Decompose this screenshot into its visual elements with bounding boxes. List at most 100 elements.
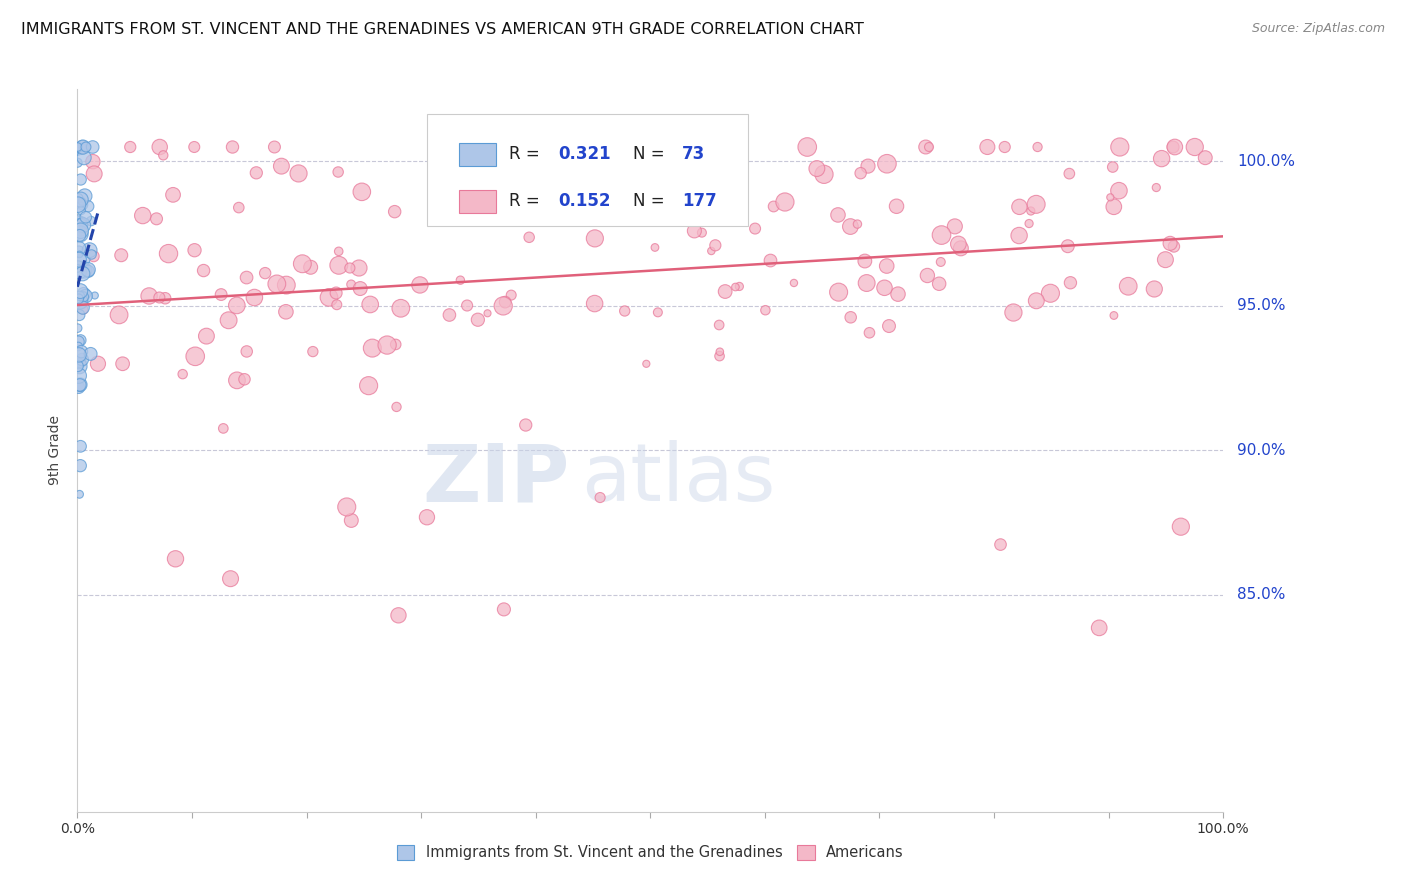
Point (67, 252, 90, 267)
Point (67, 381, 90, 395)
Point (79, 347, 101, 361)
Point (1150, 152, 1173, 166)
Point (328, 244, 350, 259)
Point (626, 193, 648, 207)
Point (72, 140, 94, 154)
Point (148, 291, 170, 305)
Point (69, 294, 91, 309)
Point (162, 187, 184, 202)
Text: 90.0%: 90.0% (1237, 443, 1285, 458)
Point (132, 209, 155, 223)
Point (80, 247, 103, 261)
Point (66, 321, 89, 335)
Text: 95.0%: 95.0% (1237, 299, 1285, 313)
Point (1056, 239, 1078, 253)
Point (762, 199, 785, 213)
Point (375, 338, 398, 352)
Point (69, 333, 91, 347)
Point (336, 500, 359, 514)
Point (225, 298, 247, 312)
Point (1184, 140, 1206, 154)
Point (1002, 305, 1025, 319)
Point (72, 290, 94, 304)
Point (827, 285, 849, 300)
Point (1143, 282, 1166, 296)
Point (66, 359, 89, 373)
Point (464, 176, 486, 190)
Point (1159, 236, 1181, 251)
Point (340, 277, 363, 292)
Point (254, 266, 277, 280)
Point (728, 279, 751, 293)
Point (389, 301, 412, 316)
Point (82, 154, 104, 169)
Point (340, 513, 363, 527)
Point (1108, 184, 1130, 198)
Point (943, 219, 966, 234)
Point (384, 337, 406, 351)
Point (138, 289, 160, 303)
Point (302, 344, 325, 359)
Point (636, 357, 658, 371)
Point (456, 299, 478, 313)
Point (145, 211, 167, 226)
Point (209, 287, 232, 301)
Point (77, 264, 100, 278)
Point (1059, 276, 1081, 290)
Point (67, 191, 90, 205)
Point (274, 305, 297, 319)
Point (709, 344, 731, 359)
Point (948, 237, 970, 252)
Point (931, 228, 953, 243)
Point (387, 608, 409, 623)
Point (266, 277, 288, 291)
Point (69, 227, 91, 241)
Point (853, 254, 876, 268)
Point (1039, 286, 1062, 301)
Point (228, 201, 250, 215)
Point (69, 289, 91, 303)
Point (218, 313, 240, 327)
Point (72, 218, 94, 232)
Point (357, 378, 380, 392)
Point (66, 261, 89, 276)
Point (994, 140, 1017, 154)
Point (157, 246, 180, 260)
Point (839, 219, 862, 234)
Point (1008, 228, 1031, 243)
Point (359, 297, 381, 311)
Point (67, 241, 90, 255)
Text: IMMIGRANTS FROM ST. VINCENT AND THE GRENADINES VS AMERICAN 9TH GRADE CORRELATION: IMMIGRANTS FROM ST. VINCENT AND THE GREN… (21, 22, 863, 37)
Point (1102, 309, 1125, 323)
Point (439, 308, 461, 322)
Point (75, 289, 97, 303)
Point (82, 140, 104, 154)
Point (67, 348, 90, 362)
Point (69, 284, 91, 298)
Point (110, 248, 132, 262)
Point (73, 189, 96, 203)
Point (67, 334, 90, 349)
Point (827, 208, 849, 222)
Point (70, 352, 93, 367)
Point (69, 377, 91, 392)
Point (492, 299, 515, 313)
Point (69, 458, 91, 473)
Point (683, 224, 706, 238)
Point (69, 439, 91, 453)
Point (66, 145, 89, 159)
Point (69, 358, 91, 372)
Point (759, 253, 782, 268)
Point (66, 155, 89, 169)
Point (80, 214, 103, 228)
Point (69, 228, 91, 243)
Point (724, 280, 747, 294)
Point (949, 241, 972, 255)
Point (583, 296, 606, 310)
Point (73, 263, 96, 277)
Point (647, 305, 669, 319)
Point (287, 166, 309, 180)
Point (69, 193, 91, 207)
Point (69, 172, 91, 186)
Point (1102, 200, 1125, 214)
